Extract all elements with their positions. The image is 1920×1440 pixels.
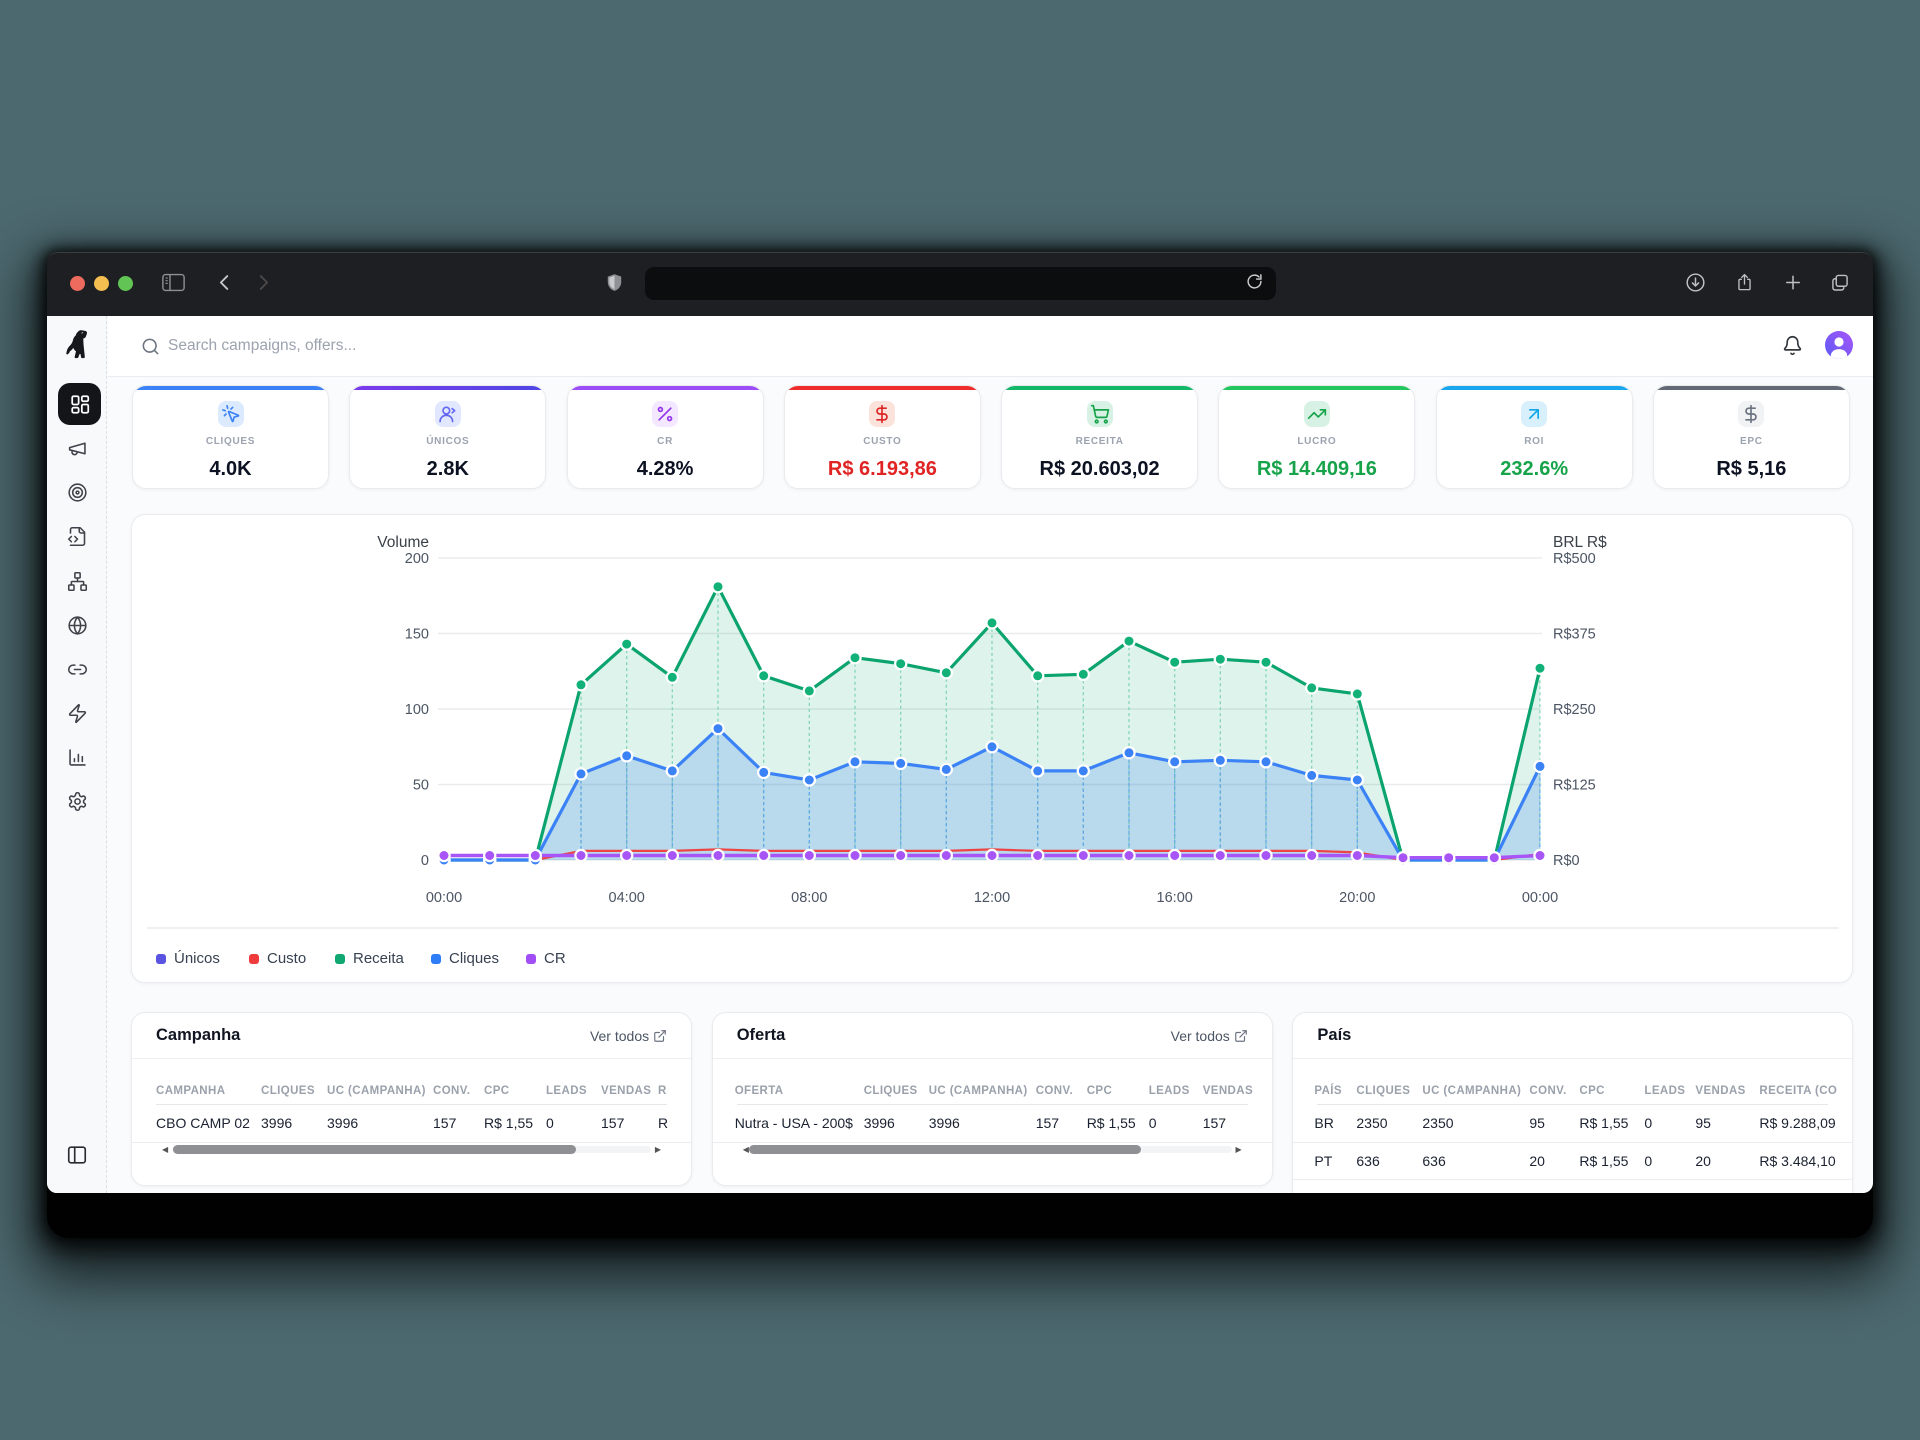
- svg-text:BRL R$: BRL R$: [1553, 534, 1607, 551]
- svg-text:Volume: Volume: [377, 534, 429, 551]
- svg-text:R$375: R$375: [1553, 627, 1596, 643]
- svg-text:R$0: R$0: [1553, 853, 1580, 869]
- svg-text:150: 150: [405, 627, 429, 643]
- svg-text:12:00: 12:00: [974, 890, 1010, 906]
- svg-text:R$500: R$500: [1553, 551, 1596, 567]
- svg-text:16:00: 16:00: [1157, 890, 1193, 906]
- svg-text:20:00: 20:00: [1339, 890, 1375, 906]
- svg-text:08:00: 08:00: [791, 890, 827, 906]
- svg-text:Custo: Custo: [267, 950, 306, 967]
- svg-text:R$125: R$125: [1553, 778, 1596, 794]
- svg-text:Receita: Receita: [353, 950, 405, 967]
- svg-text:R$250: R$250: [1553, 702, 1596, 718]
- svg-text:00:00: 00:00: [1522, 890, 1558, 906]
- svg-text:200: 200: [405, 551, 429, 567]
- svg-text:00:00: 00:00: [426, 890, 462, 906]
- svg-text:100: 100: [405, 702, 429, 718]
- svg-text:0: 0: [421, 853, 429, 869]
- svg-text:Cliques: Cliques: [449, 950, 499, 967]
- svg-text:Únicos: Únicos: [174, 950, 220, 967]
- svg-text:04:00: 04:00: [609, 890, 645, 906]
- svg-text:50: 50: [413, 778, 429, 794]
- svg-text:CR: CR: [544, 950, 566, 967]
